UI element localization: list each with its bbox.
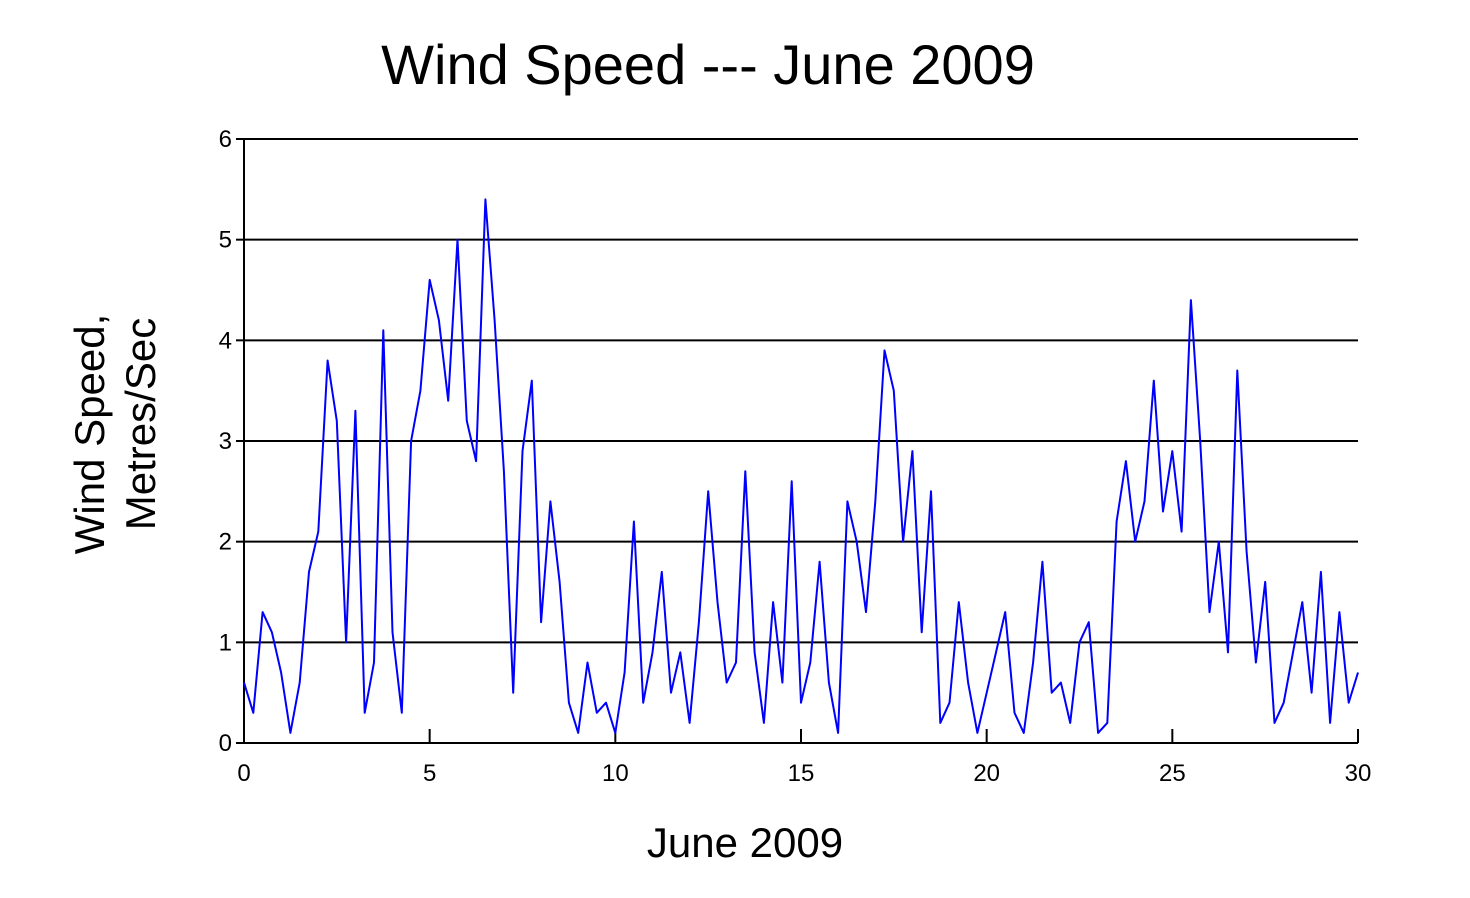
y-tick-label: 2 <box>219 529 232 556</box>
x-tick-label: 5 <box>423 760 436 787</box>
x-tick-label: 0 <box>237 760 250 787</box>
x-tick-label: 20 <box>973 760 1000 787</box>
y-tick-label: 0 <box>219 730 232 757</box>
chart-title: Wind Speed --- June 2009 <box>381 33 1035 96</box>
x-tick-label: 15 <box>788 760 815 787</box>
y-ticks: 0 1 2 3 4 5 6 <box>219 126 244 757</box>
y-tick-label: 1 <box>219 629 232 656</box>
y-tick-label: 3 <box>219 428 232 455</box>
gridlines <box>244 138 1358 644</box>
series-group <box>243 198 1359 734</box>
y-axis-label-line-1: Wind Speed, <box>66 314 113 554</box>
x-axis-label: June 2009 <box>647 819 843 866</box>
x-tick-label: 30 <box>1345 760 1372 787</box>
series-line-0 <box>243 198 1359 734</box>
x-tick-label: 10 <box>602 760 629 787</box>
y-axis-label-line-2: Metres/Sec <box>117 318 164 530</box>
y-tick-label: 6 <box>219 126 232 153</box>
x-tick-label: 25 <box>1159 760 1186 787</box>
y-tick-label: 5 <box>219 227 232 254</box>
x-ticks: 0 5 10 15 20 25 30 <box>237 729 1371 787</box>
y-tick-label: 4 <box>219 327 232 354</box>
